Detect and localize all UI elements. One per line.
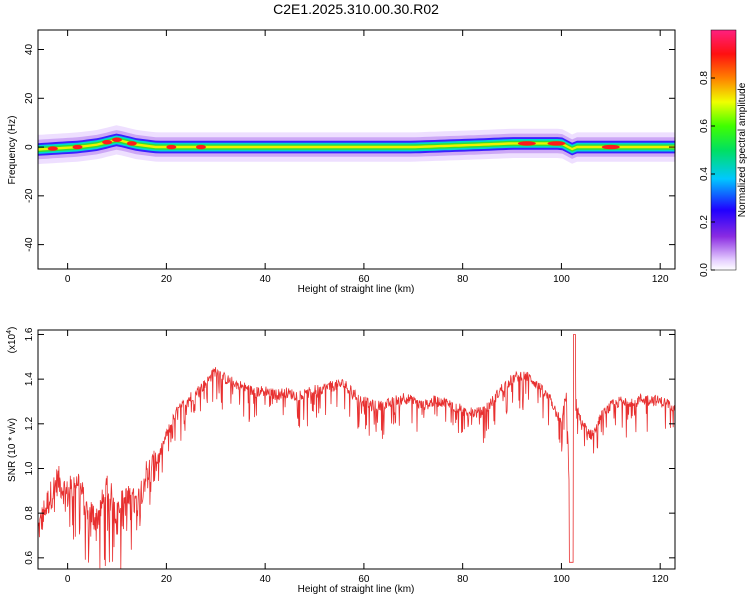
snr-y-tick-label: 0.6 bbox=[24, 550, 35, 564]
spectrogram-peak bbox=[517, 141, 536, 146]
spectrogram-x-label: Height of straight line (km) bbox=[298, 284, 415, 295]
colorbar-ticks: 0.0 0.2 0.4 0.6 0.8 bbox=[699, 71, 715, 277]
spectrogram-peak bbox=[112, 137, 123, 142]
spectrogram-x-tick-label: 20 bbox=[161, 274, 173, 285]
snr-ticks: 0 20 40 60 80 100 120 0.6 0.8 1.0 1.2 1.4 1.6 bbox=[24, 327, 675, 585]
spectrogram-y-label: Frequency (Hz) bbox=[7, 116, 18, 185]
spectrogram-y-tick-label: -20 bbox=[24, 188, 35, 203]
snr-x-tick-label: 60 bbox=[358, 574, 370, 585]
spectrogram-x-tick-label: 80 bbox=[457, 274, 469, 285]
spectrogram-peak bbox=[166, 144, 177, 150]
colorbar-tick-label: 0.2 bbox=[699, 215, 710, 229]
spectrogram-marks bbox=[38, 125, 675, 165]
snr-y-scale-close: ) bbox=[7, 327, 18, 330]
snr-x-label: Height of straight line (km) bbox=[298, 584, 415, 595]
snr-marks bbox=[38, 334, 675, 569]
colorbar-tick-label: 0.6 bbox=[699, 119, 710, 133]
snr-x-tick-label: 100 bbox=[553, 574, 570, 585]
snr-y-tick-label: 1.6 bbox=[24, 327, 35, 341]
colorbar-label: Normalized spectral amplitude bbox=[737, 82, 748, 217]
snr-y-scale: (x104) bbox=[6, 327, 18, 354]
snr-frame bbox=[37, 329, 676, 570]
snr-line bbox=[38, 334, 675, 569]
spectrogram-peak bbox=[126, 141, 137, 146]
snr-y-scale-exp: 4 bbox=[6, 330, 13, 334]
spectrogram-y-tick-label: 0 bbox=[24, 144, 35, 150]
snr-x-tick-label: 0 bbox=[65, 574, 71, 585]
spectrogram-peak bbox=[47, 146, 58, 151]
spectrogram-y-tick-label: 20 bbox=[24, 92, 35, 104]
svg-text:(x104): (x104) bbox=[6, 327, 18, 354]
snr-x-tick-label: 40 bbox=[260, 574, 272, 585]
colorbar: 0.0 0.2 0.4 0.6 0.8 Normalized spectral ampl… bbox=[699, 29, 748, 277]
spectrogram-x-tick-label: 0 bbox=[65, 274, 71, 285]
spectrogram-ticks: 0 20 40 60 80 100 120 -40 -20 0 20 40 bbox=[24, 30, 675, 285]
spectrogram-peak bbox=[601, 144, 620, 150]
snr-y-tick-label: 1.4 bbox=[24, 372, 35, 386]
spectrogram-panel: 0 20 40 60 80 100 120 -40 -20 0 20 40 Height of str… bbox=[7, 29, 676, 295]
snr-y-scale-prefix: (x10 bbox=[7, 333, 18, 353]
spectrogram-peak bbox=[547, 141, 566, 146]
spectrogram-peak bbox=[195, 144, 206, 150]
spectrogram-y-tick-label: 40 bbox=[24, 44, 35, 56]
snr-y-label: SNR (10 * v/v) bbox=[7, 418, 18, 482]
spectrogram-x-tick-label: 120 bbox=[652, 274, 669, 285]
snr-x-tick-label: 120 bbox=[652, 574, 669, 585]
colorbar-tick-label: 0.4 bbox=[699, 167, 710, 181]
snr-y-tick-label: 1.2 bbox=[24, 416, 35, 430]
spectrogram-frame bbox=[37, 29, 676, 270]
colorbar-gradient bbox=[710, 29, 737, 271]
spectrogram-x-tick-label: 60 bbox=[358, 274, 370, 285]
snr-panel: 0 20 40 60 80 100 120 0.6 0.8 1.0 1.2 1.4 1.6 Height… bbox=[6, 327, 676, 595]
spectrogram-x-tick-label: 40 bbox=[260, 274, 272, 285]
colorbar-tick-label: 0.0 bbox=[699, 263, 710, 277]
spectrogram-y-tick-label: -40 bbox=[24, 237, 35, 252]
colorbar-tick-label: 0.8 bbox=[699, 71, 710, 85]
snr-x-tick-label: 20 bbox=[161, 574, 173, 585]
spectrogram-x-tick-label: 100 bbox=[553, 274, 570, 285]
snr-x-tick-label: 80 bbox=[457, 574, 469, 585]
chart-title: C2E1.2025.310.00.30.R02 bbox=[273, 1, 439, 17]
spectrogram-peak bbox=[72, 144, 83, 150]
snr-y-tick-label: 0.8 bbox=[24, 506, 35, 520]
snr-y-tick-label: 1.0 bbox=[24, 461, 35, 475]
spectrogram-peak bbox=[102, 139, 113, 145]
